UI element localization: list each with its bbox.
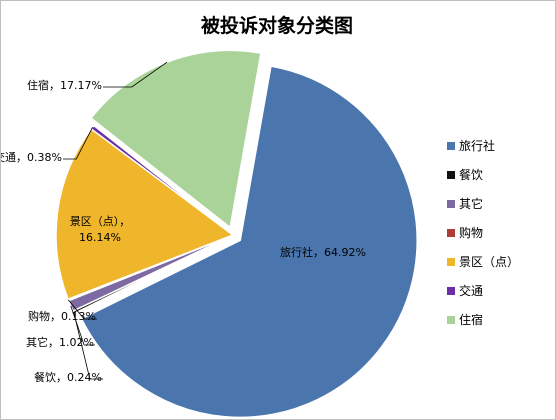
data-label-6: 交通，0.38% [1,150,62,164]
legend-swatch-7 [447,316,455,324]
data-labels: 旅行社，64.92% 餐饮，0.24% 其它，1.02% 购物，0.13% 景区（点），… [1,78,366,384]
legend-swatch-4 [447,229,455,237]
data-label-5: 景区（点）， 16.14% [70,215,131,244]
data-label-2: 餐饮，0.24% [34,370,102,384]
legend-swatch-1 [447,142,455,150]
legend-swatch-3 [447,200,455,208]
pie-slice-5 [55,127,235,301]
legend-swatch-2 [447,171,455,179]
pie-slice-1 [80,65,418,419]
leader-line-7 [103,61,168,88]
legend-label-7: 住宿 [459,312,483,327]
legend-label-2: 餐饮 [459,167,483,182]
legend-label-5: 景区（点） [459,255,519,269]
leader-lines [63,61,168,380]
chart-title: 被投诉对象分类图 [201,14,353,37]
legend-swatch-6 [447,287,455,295]
leader-line-6 [63,127,93,160]
data-label-3: 其它，1.02% [26,335,94,349]
legend-label-4: 购物 [459,225,483,240]
legend-label-3: 其它 [459,196,483,211]
legend-label-6: 交通 [459,283,483,298]
leader-line-3 [70,305,95,346]
legend-label-1: 旅行社 [459,138,495,153]
data-label-4: 购物，0.13% [28,309,96,323]
leader-line-4 [68,299,97,320]
data-label-1: 旅行社，64.92% [280,245,366,259]
pie-slices [55,49,418,419]
data-label-7: 住宿，17.17% [27,78,102,92]
leader-line-2 [73,312,103,380]
legend-swatch-5 [447,258,455,266]
